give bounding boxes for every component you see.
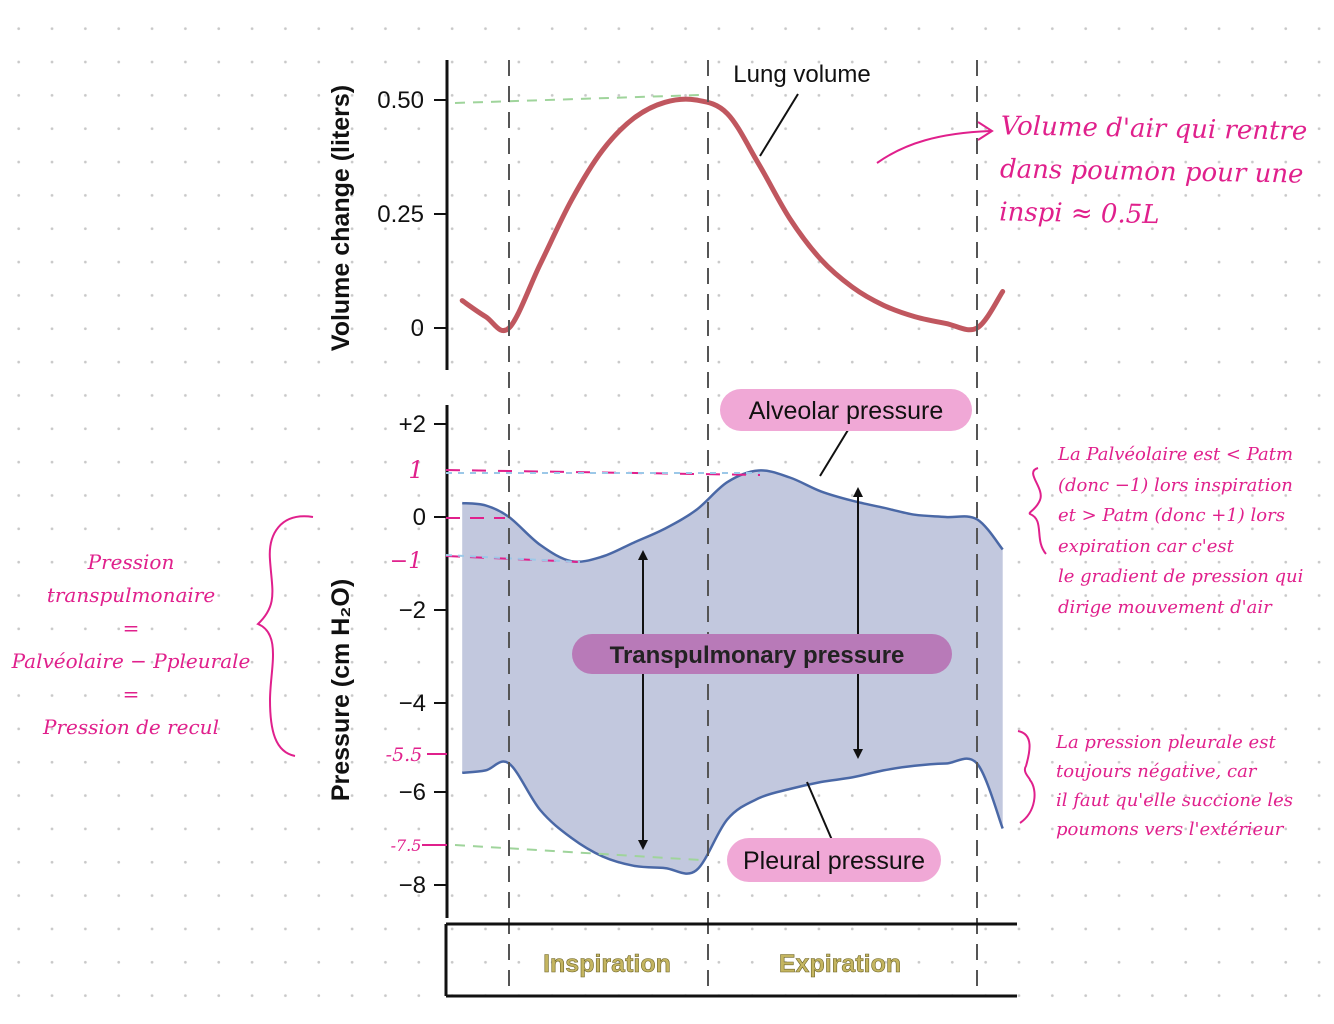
pressure-ytick-0: +2 — [399, 411, 447, 438]
guide-dash-minus7-5 — [454, 844, 701, 861]
pleural-note-bracket — [1017, 730, 1036, 824]
annotation-arrowhead — [977, 121, 994, 141]
pleural-pressure-line — [462, 757, 1004, 875]
volume-guide-dash — [454, 94, 701, 104]
volume-ytick-label: 0.25 — [377, 201, 424, 228]
note-pleural-pressure: La pression pleurale est toujours négati… — [1056, 732, 1293, 840]
pressure-ylabel: Pressure (cm H₂O) — [327, 579, 355, 801]
volume-ytick-2: 0 — [411, 315, 447, 342]
hand-tick-minus5-5: -5.5 — [386, 744, 423, 766]
guide-dash-minus1-blue — [445, 554, 581, 563]
pressure-ytick-2: −2 — [399, 597, 447, 624]
transpulmonary-pressure-pill: Transpulmonary pressure — [572, 634, 952, 674]
volume-ytick-label: 0 — [411, 315, 424, 342]
pressure-ytick-label: −2 — [399, 597, 426, 624]
lung-volume-line — [459, 96, 1006, 334]
lung-volume-leader — [759, 93, 799, 157]
pressure-ytick-label: −6 — [399, 779, 426, 806]
alveolar-pressure-label: Alveolar pressure — [749, 397, 944, 425]
lung-volume-label: Lung volume — [733, 61, 870, 88]
transpulmonary-pressure-label: Transpulmonary pressure — [610, 642, 905, 669]
volume-ylabel: Volume change (liters) — [327, 85, 355, 351]
annotation-arrow — [876, 130, 991, 164]
transpulmonary-note-bracket — [256, 515, 314, 757]
pleural-label-leader — [806, 781, 833, 841]
note-volume: Volume d'air qui rentre dans poumon pour… — [999, 111, 1308, 231]
hand-tick-minus7-5: -7.5 — [391, 836, 422, 855]
volume-ytick-label: 0.50 — [377, 87, 424, 114]
pressure-ytick-label: −8 — [399, 872, 426, 899]
alveolar-label-leader — [819, 429, 849, 477]
volume-ytick-1: 0.25 — [377, 201, 447, 228]
pressure-ytick-3: −4 — [399, 690, 447, 717]
pressure-ytick-4: −6 — [399, 779, 447, 806]
pressure-ytick-label: 0 — [413, 504, 426, 531]
note-transpulmonary-pressure: Pression transpulmonaire = Palvéolaire −… — [11, 550, 251, 739]
pressure-ytick-1: 0 — [413, 504, 447, 531]
alveolar-pressure-pill: Alveolar pressure — [720, 389, 972, 431]
note-alveolar-pressure: La Palvéolaire est < Patm (donc −1) lors… — [1058, 444, 1304, 618]
pressure-ytick-label: −4 — [399, 690, 426, 717]
volume-ytick-0: 0.50 — [377, 87, 447, 114]
pressure-ytick-5: −8 — [399, 872, 447, 899]
alveolar-pressure-line — [462, 469, 1004, 563]
hand-tick-minus1: −1 — [390, 549, 422, 574]
phase-label-inspiration: Inspiration — [543, 950, 671, 978]
alveolar-note-bracket — [1028, 467, 1047, 555]
pleural-pressure-label: Pleural pressure — [743, 847, 925, 875]
pressure-ytick-label: +2 — [399, 411, 426, 438]
phase-label-expiration: Expiration — [779, 950, 901, 978]
pleural-pressure-pill: Pleural pressure — [727, 838, 941, 882]
hand-tick-plus1: 1 — [408, 456, 423, 484]
